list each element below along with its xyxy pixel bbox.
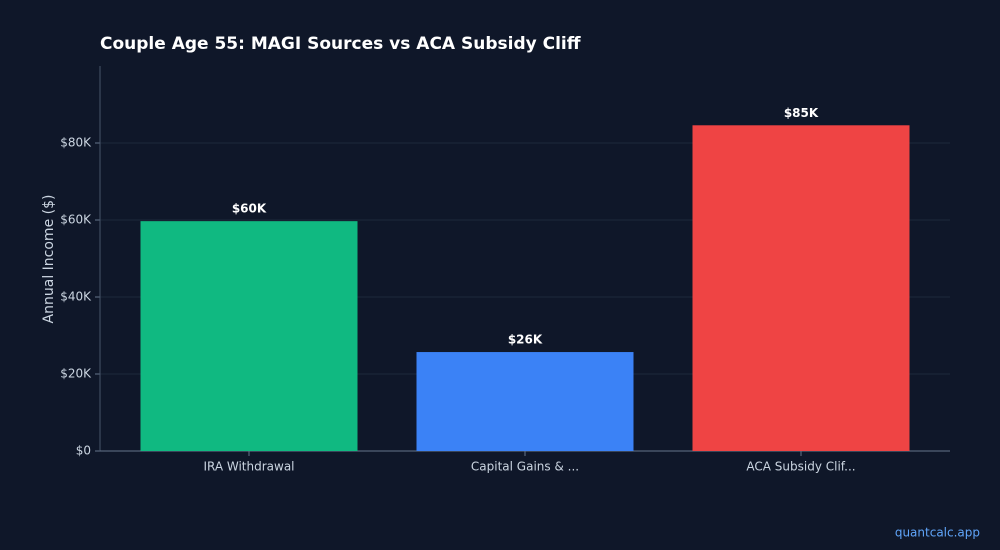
bar xyxy=(692,125,910,451)
x-tick-label: Capital Gains & ... xyxy=(471,460,579,474)
bar xyxy=(140,221,358,451)
bar xyxy=(416,352,634,451)
y-tick-label: $80K xyxy=(60,136,92,150)
value-label: $26K xyxy=(508,333,543,347)
watermark: quantcalc.app xyxy=(895,526,980,540)
y-tick-label: $60K xyxy=(60,213,92,227)
x-tick-label: ACA Subsidy Clif... xyxy=(746,460,855,474)
y-tick-label: $0 xyxy=(76,444,91,458)
chart-title: Couple Age 55: MAGI Sources vs ACA Subsi… xyxy=(100,34,581,54)
y-axis-label: Annual Income ($) xyxy=(41,195,57,324)
y-tick-label: $20K xyxy=(60,367,92,381)
value-label: $85K xyxy=(784,106,819,120)
value-label: $60K xyxy=(232,202,267,216)
y-tick-label: $40K xyxy=(60,290,92,304)
x-tick-label: IRA Withdrawal xyxy=(203,460,294,474)
